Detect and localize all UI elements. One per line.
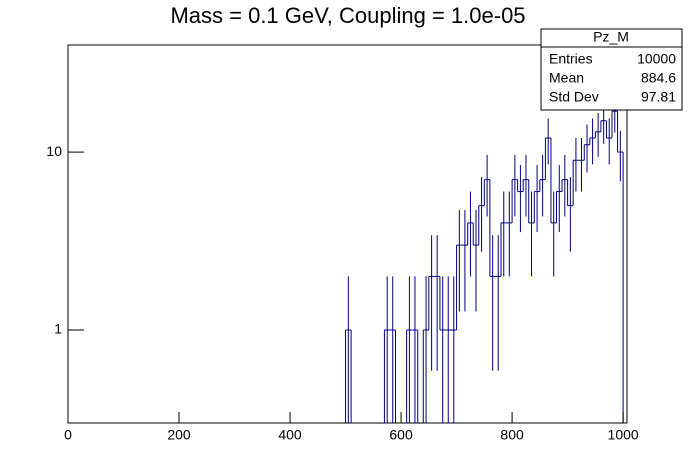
x-tick-label: 200 — [167, 427, 191, 443]
stats-label: Entries — [549, 51, 593, 67]
x-tick-label: 600 — [389, 427, 413, 443]
stats-value: 10000 — [637, 51, 676, 67]
y-tick-label: 10 — [46, 143, 62, 159]
stats-label: Std Dev — [549, 89, 599, 105]
stats-title: Pz_M — [593, 29, 629, 45]
stats-value: 97.81 — [641, 89, 676, 105]
stats-frame — [540, 28, 683, 111]
x-tick-label: 0 — [64, 427, 72, 443]
stats-value: 884.6 — [641, 70, 676, 86]
x-tick-label: 1000 — [608, 427, 639, 443]
stats-label: Mean — [549, 70, 584, 86]
x-tick-label: 800 — [500, 427, 524, 443]
stats-box: Pz_M Entries 10000 Mean 884.6 Std Dev 97… — [540, 28, 683, 111]
chart-title: Mass = 0.1 GeV, Coupling = 1.0e-05 — [170, 3, 525, 28]
x-tick-label: 400 — [278, 427, 302, 443]
frame — [67, 44, 628, 424]
plot-area — [345, 94, 624, 423]
y-tick-label: 1 — [54, 321, 62, 337]
